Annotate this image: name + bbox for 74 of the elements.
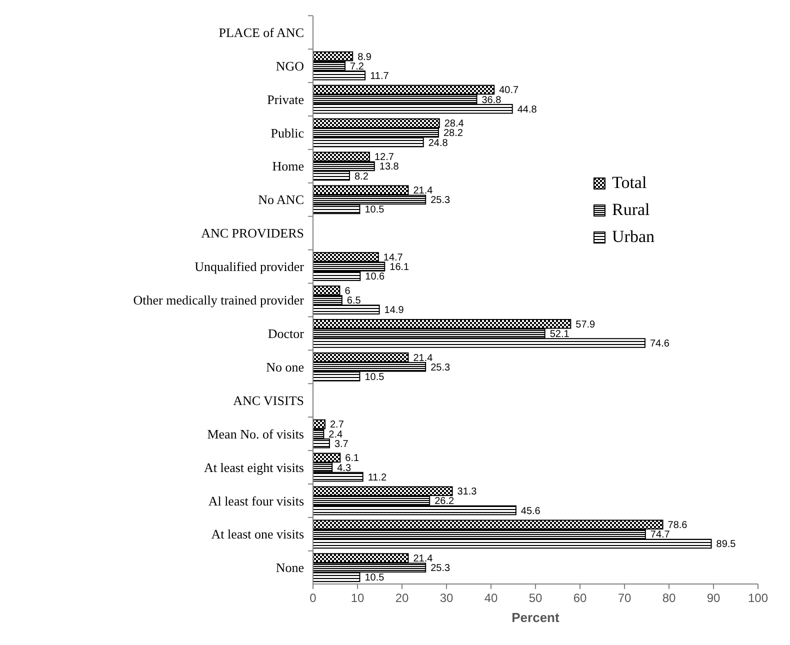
y-tick-label: At least eight visits (204, 460, 304, 475)
data-label: 31.3 (457, 486, 478, 498)
data-label: 74.6 (650, 338, 670, 350)
data-label: 6.1 (345, 453, 360, 464)
data-label: 10.6 (365, 272, 386, 283)
data-label: 89.5 (716, 539, 736, 550)
data-label: 6.5 (346, 296, 362, 306)
data-label: 2.4 (328, 429, 344, 440)
y-tick-label: None (276, 560, 304, 576)
data-label: 52.1 (550, 328, 570, 340)
y-tick-label: Doctor (268, 326, 305, 341)
y-tick-label: At least one visits (211, 526, 304, 542)
data-label: 40.7 (499, 85, 520, 96)
data-label: 78.6 (668, 520, 688, 532)
data-label: 25.3 (430, 362, 450, 374)
y-tick-label: Public (270, 125, 304, 140)
y-tick-label: Other medically trained provider (133, 292, 305, 308)
data-label: 10.5 (364, 372, 385, 383)
legend-label: Rural (612, 200, 650, 219)
data-label: 21.4 (413, 554, 434, 565)
data-label: 45.6 (520, 506, 541, 517)
data-label: 25.3 (430, 563, 450, 574)
data-label: 8.9 (358, 52, 372, 63)
x-tick-label: 0 (310, 591, 317, 605)
data-label: 12.7 (374, 152, 394, 164)
y-tick-label: Mean No. of visits (207, 426, 304, 442)
y-tick-label: Unqualified provider (194, 259, 305, 274)
data-label: 14.9 (384, 305, 404, 316)
data-label: 10.5 (364, 204, 385, 216)
x-tick-label: 90 (706, 591, 720, 605)
legend-label: Urban (612, 227, 655, 246)
data-label: 13.8 (379, 162, 400, 173)
data-label: 11.2 (368, 472, 387, 484)
x-tick-label: 60 (573, 591, 587, 605)
data-label: 74.7 (650, 530, 670, 541)
data-label: 8.2 (354, 171, 369, 182)
data-label: 11.7 (370, 70, 390, 82)
x-tick-label: 10 (350, 591, 364, 605)
legend-label: Total (612, 173, 647, 192)
x-tick-label: 70 (618, 591, 632, 605)
x-tick-label: 100 (748, 591, 768, 605)
y-tick-label: No one (266, 359, 304, 374)
y-tick-label: NGO (276, 58, 304, 74)
x-axis-title: Percent (512, 610, 560, 625)
data-label: 21.4 (413, 352, 434, 364)
y-tick-label: Private (267, 92, 304, 107)
y-tick-label: PLACE of ANC (218, 24, 304, 40)
y-tick-label: ANC VISITS (233, 392, 304, 408)
data-label: 2.7 (330, 420, 344, 431)
data-label: 10.5 (364, 572, 385, 584)
x-tick-label: 20 (395, 591, 409, 605)
y-tick-label: Home (272, 158, 304, 174)
data-label: 25.3 (430, 195, 450, 206)
data-label: 21.4 (413, 186, 434, 197)
y-tick-label: ANC PROVIDERS (201, 226, 304, 241)
data-label: 57.9 (576, 319, 596, 330)
data-label: 24.8 (428, 138, 448, 149)
data-label: 6 (344, 286, 351, 297)
x-tick-label: 30 (440, 591, 454, 605)
data-label: 4.3 (337, 462, 352, 474)
y-tick-label: No ANC (258, 192, 304, 208)
data-label: 16.1 (390, 262, 410, 274)
data-label: 28.4 (444, 118, 464, 130)
data-label: 44.8 (517, 104, 538, 116)
data-label: 36.8 (482, 94, 502, 106)
data-label: 14.7 (383, 252, 404, 264)
x-tick-label: 80 (662, 591, 676, 605)
data-label: 3.7 (334, 438, 349, 450)
y-tick-label: Al least four visits (208, 493, 304, 508)
x-tick-label: 40 (484, 591, 498, 605)
data-label: 7.2 (350, 61, 364, 72)
x-tick-label: 50 (528, 591, 542, 605)
data-label: 28.2 (443, 128, 464, 140)
data-label: 26.2 (434, 496, 454, 508)
